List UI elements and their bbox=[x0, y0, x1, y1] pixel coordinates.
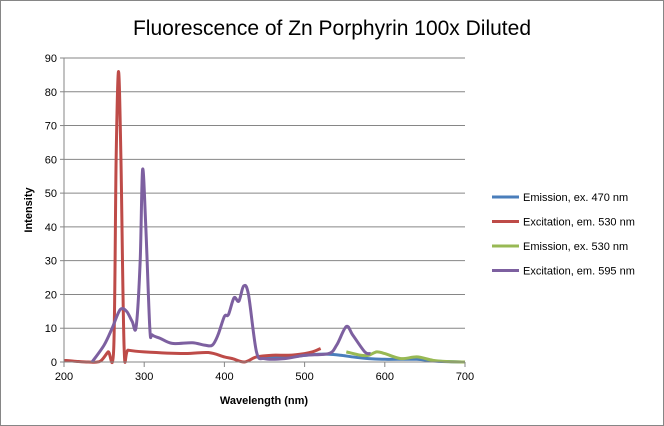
y-tick-label: 30 bbox=[45, 256, 57, 268]
y-axis-label: Intensity bbox=[23, 187, 35, 233]
y-tick-label: 70 bbox=[45, 121, 57, 133]
y-tick-label: 50 bbox=[45, 188, 57, 200]
y-tick-label: 20 bbox=[45, 289, 57, 301]
x-tick-label: 400 bbox=[215, 371, 233, 383]
y-tick-label: 0 bbox=[51, 357, 57, 369]
chart-title: Fluorescence of Zn Porphyrin 100x Dilute… bbox=[133, 17, 531, 40]
x-tick-label: 300 bbox=[135, 371, 153, 383]
y-tick-label: 90 bbox=[45, 53, 57, 65]
legend-label-1: Excitation, em. 530 nm bbox=[523, 217, 635, 229]
x-tick-label: 500 bbox=[295, 371, 313, 383]
legend-label-3: Excitation, em. 595 nm bbox=[523, 266, 635, 278]
legend-label-0: Emission, ex. 470 nm bbox=[523, 192, 628, 204]
x-tick-label: 700 bbox=[456, 371, 474, 383]
y-tick-label: 10 bbox=[45, 323, 57, 335]
y-tick-label: 60 bbox=[45, 154, 57, 166]
x-axis-label: Wavelength (nm) bbox=[220, 395, 309, 407]
legend-label-2: Emission, ex. 530 nm bbox=[523, 241, 628, 253]
series-line-1 bbox=[63, 70, 322, 365]
y-tick-label: 40 bbox=[45, 222, 57, 234]
x-tick-label: 200 bbox=[55, 371, 73, 383]
y-tick-label: 80 bbox=[45, 87, 57, 99]
series-line-3 bbox=[90, 167, 371, 363]
x-tick-label: 600 bbox=[376, 371, 394, 383]
series-line-2 bbox=[345, 350, 466, 364]
